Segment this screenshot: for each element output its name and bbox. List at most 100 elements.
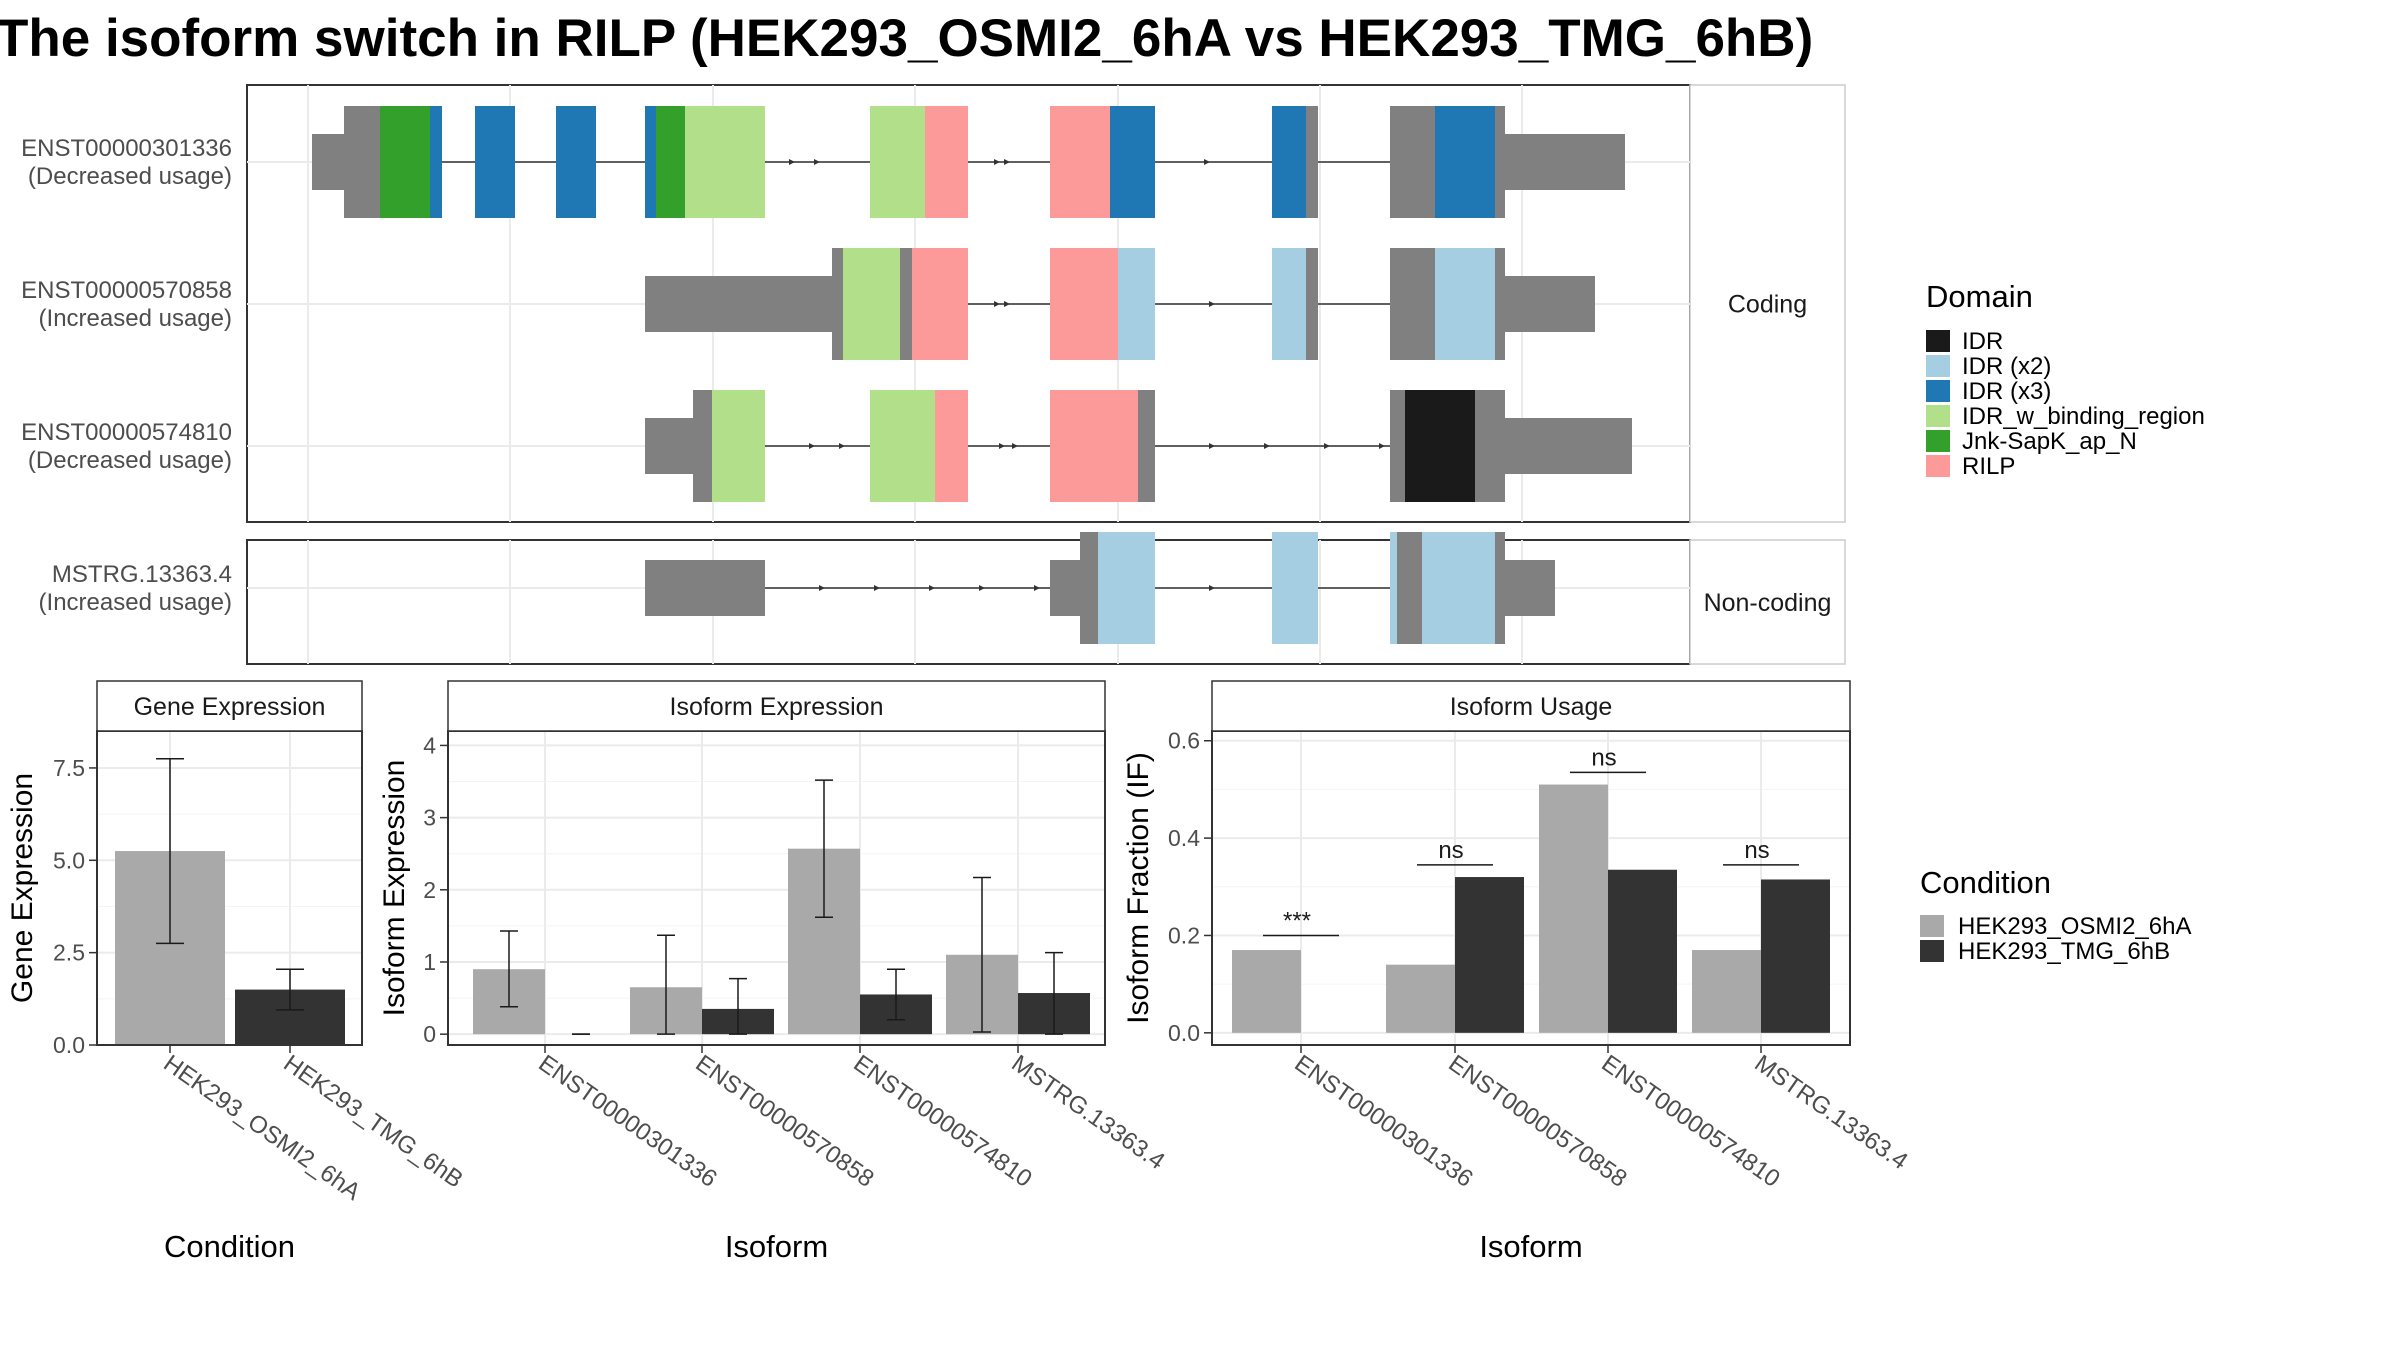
utr-block xyxy=(1505,560,1555,616)
significance-label: ns xyxy=(1438,837,1463,864)
cds-block xyxy=(1306,248,1318,360)
intron-arrow xyxy=(839,443,845,449)
cds-block xyxy=(1495,532,1505,644)
cds-block xyxy=(1080,532,1098,644)
panel-title: Isoform Usage xyxy=(1450,693,1613,721)
domain-block xyxy=(712,390,765,502)
y-axis-label: Gene Expression xyxy=(6,773,39,1003)
intron-arrow xyxy=(1209,443,1215,449)
utr-block xyxy=(1505,134,1625,190)
isoform-usage-label: (Decreased usage) xyxy=(28,163,232,190)
panel-title: Gene Expression xyxy=(134,693,326,721)
isoform-usage-label: (Increased usage) xyxy=(39,589,232,616)
x-axis-label: Isoform xyxy=(1479,1229,1582,1264)
figure-title: The isoform switch in RILP (HEK293_OSMI2… xyxy=(0,9,1813,68)
legend-label: RILP xyxy=(1962,453,2015,480)
domain-block xyxy=(1422,532,1495,644)
cds-block xyxy=(1138,390,1155,502)
condition-legend-title: Condition xyxy=(1920,865,2051,900)
cds-block xyxy=(832,248,843,360)
legend-label: HEK293_OSMI2_6hA xyxy=(1958,913,2191,940)
significance-label: ns xyxy=(1591,744,1616,771)
intron-arrow xyxy=(789,159,795,165)
intron-arrow xyxy=(814,159,820,165)
domain-block xyxy=(380,106,430,218)
domain-block xyxy=(430,106,442,218)
domain-block xyxy=(1110,106,1155,218)
isoform-label: MSTRG.13363.4 xyxy=(52,561,232,588)
x-axis-label: Condition xyxy=(164,1229,295,1264)
intron-arrow xyxy=(1209,585,1215,591)
cds-block xyxy=(1495,248,1505,360)
legend-label: IDR (x2) xyxy=(1962,353,2051,380)
domain-block xyxy=(1050,390,1138,502)
facet-strip-label: Non-coding xyxy=(1704,589,1832,617)
domain-block xyxy=(843,248,900,360)
domain-legend-title: Domain xyxy=(1926,279,2033,314)
utr-block xyxy=(645,418,693,474)
legend-swatch xyxy=(1926,355,1950,377)
cds-block xyxy=(1390,248,1435,360)
facet-strip xyxy=(1689,84,1846,523)
domain-block xyxy=(870,390,935,502)
panel-title: Isoform Expression xyxy=(670,693,884,721)
intron-arrow xyxy=(1379,443,1385,449)
bar xyxy=(1608,869,1677,1033)
legend-label: IDR xyxy=(1962,328,2003,355)
domain-block xyxy=(1050,248,1118,360)
domain-block xyxy=(1098,532,1155,644)
utr-block xyxy=(645,276,832,332)
y-tick-label: 1 xyxy=(423,949,436,975)
y-tick-label: 0 xyxy=(423,1021,436,1047)
isoform-label: ENST00000570858 xyxy=(21,277,232,304)
intron-arrow xyxy=(994,301,1000,307)
domain-block xyxy=(1405,390,1475,502)
y-tick-label: 7.5 xyxy=(53,755,85,781)
isoform-usage-label: (Decreased usage) xyxy=(28,447,232,474)
cds-block xyxy=(1390,390,1405,502)
cds-block xyxy=(693,390,712,502)
y-tick-label: 5.0 xyxy=(53,847,85,873)
y-tick-label: 0.4 xyxy=(1168,825,1200,851)
bar xyxy=(1692,950,1761,1033)
legend-label: IDR (x3) xyxy=(1962,378,2051,405)
legend-label: HEK293_TMG_6hB xyxy=(1958,938,2170,965)
facet-strip xyxy=(447,680,1106,732)
isoform-label: ENST00000301336 xyxy=(21,135,232,162)
intron-arrow xyxy=(874,585,880,591)
utr-block xyxy=(312,134,344,190)
domain-block xyxy=(556,106,596,218)
significance-label: *** xyxy=(1283,907,1311,934)
utr-block xyxy=(645,560,765,616)
domain-block xyxy=(870,106,925,218)
utr-block xyxy=(1505,418,1632,474)
isoform-label: ENST00000574810 xyxy=(21,419,232,446)
domain-block xyxy=(1050,106,1110,218)
intron-arrow xyxy=(929,585,935,591)
utr-block xyxy=(1505,276,1595,332)
cds-block xyxy=(1397,532,1422,644)
intron-arrow xyxy=(1204,159,1210,165)
domain-block xyxy=(1272,532,1318,644)
domain-block xyxy=(1118,248,1155,360)
bar xyxy=(1386,964,1455,1033)
x-tick-label: MSTRG.13363.4 xyxy=(1007,1050,1170,1175)
y-tick-label: 2.5 xyxy=(53,940,85,966)
intron-arrow xyxy=(1004,301,1010,307)
domain-block xyxy=(1435,106,1495,218)
domain-block xyxy=(656,106,685,218)
intron-arrow xyxy=(819,585,825,591)
cds-block xyxy=(1306,106,1318,218)
intron-arrow xyxy=(1264,443,1270,449)
bar xyxy=(1539,784,1608,1033)
y-tick-label: 0.0 xyxy=(1168,1020,1200,1046)
legend-label: IDR_w_binding_region xyxy=(1962,403,2205,430)
significance-label: ns xyxy=(1744,837,1769,864)
legend-swatch xyxy=(1926,380,1950,402)
y-axis-label: Isoform Expression xyxy=(378,760,411,1017)
y-axis-label: Isoform Fraction (IF) xyxy=(1122,752,1155,1024)
intron-arrow xyxy=(1324,443,1330,449)
intron-arrow xyxy=(809,443,815,449)
domain-block xyxy=(912,248,968,360)
facet-strip-label: Coding xyxy=(1728,291,1807,319)
